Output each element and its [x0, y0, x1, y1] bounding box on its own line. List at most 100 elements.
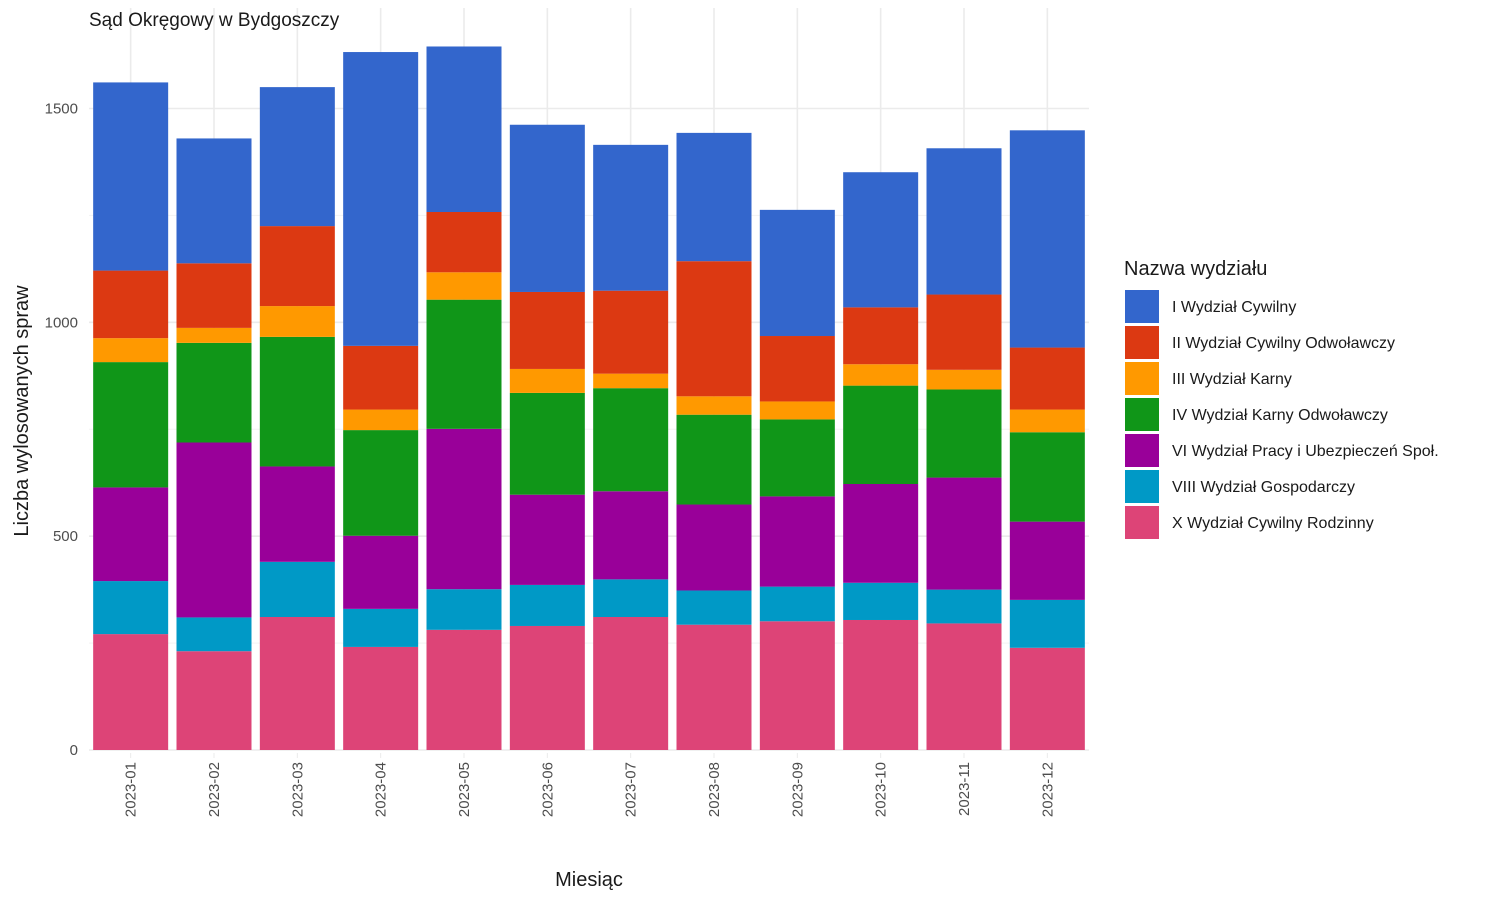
- bar-segment: [343, 608, 419, 647]
- chart-title: Sąd Okręgowy w Bydgoszczy: [89, 10, 340, 31]
- legend-swatch: [1125, 326, 1159, 359]
- bar-segment: [926, 294, 1002, 370]
- bar-segment: [343, 345, 419, 410]
- bar-segment: [426, 589, 502, 630]
- x-tick-label: 2023-12: [1039, 762, 1056, 817]
- legend: Nazwa wydziału I Wydział Cywilny II Wydzi…: [1124, 258, 1439, 539]
- bar-stack-2023-10: [843, 172, 919, 750]
- bar-segment: [93, 82, 169, 271]
- bar-stack-2023-09: [759, 209, 835, 750]
- bar-segment: [759, 336, 835, 402]
- legend-item: VI Wydział Pracy i Ubezpieczeń Społ.: [1125, 434, 1439, 467]
- x-axis-ticks: 2023-01 2023-02 2023-03 2023-04 2023-05 2023-…: [123, 753, 1056, 817]
- bar-segment: [343, 409, 419, 431]
- y-axis-title: Liczba wylosowanych spraw: [11, 285, 33, 537]
- bar-segment: [426, 46, 502, 212]
- y-tick-label: 0: [70, 742, 78, 759]
- bar-segment: [259, 87, 335, 227]
- bar-segment: [176, 342, 252, 443]
- bar-segment: [676, 414, 752, 505]
- legend-swatch: [1125, 470, 1159, 503]
- bar-segment: [593, 388, 669, 492]
- legend-label: IV Wydział Karny Odwoławczy: [1172, 407, 1388, 424]
- bar-segment: [1009, 647, 1085, 750]
- bar-segment: [759, 621, 835, 750]
- bar-segment: [676, 590, 752, 625]
- bar-stack-2023-12: [1009, 130, 1085, 750]
- bar-segment: [509, 124, 585, 292]
- bar-segment: [759, 209, 835, 337]
- legend-item: VIII Wydział Gospodarczy: [1125, 470, 1355, 503]
- bar-segment: [93, 362, 169, 488]
- bar-segment: [509, 368, 585, 393]
- bar-segment: [1009, 409, 1085, 433]
- bar-segment: [759, 496, 835, 587]
- legend-label: VIII Wydział Gospodarczy: [1172, 479, 1355, 496]
- bar-segment: [426, 428, 502, 590]
- bar-segment: [1009, 130, 1085, 348]
- legend-swatch: [1125, 362, 1159, 395]
- x-tick-label: 2023-10: [873, 762, 890, 817]
- bar-segment: [843, 385, 919, 484]
- bar-segment: [1009, 432, 1085, 522]
- legend-swatch: [1125, 398, 1159, 431]
- legend-label: VI Wydział Pracy i Ubezpieczeń Społ.: [1172, 443, 1439, 460]
- bar-segment: [176, 138, 252, 264]
- legend-item: I Wydział Cywilny: [1125, 290, 1296, 323]
- bar-segment: [426, 211, 502, 273]
- bar-segment: [1009, 347, 1085, 410]
- bar-segment: [593, 491, 669, 580]
- bar-segment: [843, 483, 919, 583]
- bar-segment: [343, 430, 419, 536]
- bar-stack-2023-04: [343, 52, 419, 750]
- x-axis-title: Miesiąc: [555, 869, 623, 891]
- bar-segment: [343, 52, 419, 346]
- bar-segment: [593, 144, 669, 291]
- bar-segment: [843, 172, 919, 308]
- bar-segment: [509, 584, 585, 626]
- bar-segment: [676, 261, 752, 397]
- bar-segment: [426, 299, 502, 429]
- bar-segment: [93, 487, 169, 582]
- legend-label: II Wydział Cywilny Odwoławczy: [1172, 335, 1395, 352]
- x-tick-label: 2023-01: [123, 762, 140, 817]
- bar-segment: [259, 336, 335, 467]
- legend-label: I Wydział Cywilny: [1172, 299, 1296, 316]
- bar-segment: [759, 401, 835, 420]
- x-tick-label: 2023-05: [456, 762, 473, 817]
- bar-segment: [593, 579, 669, 617]
- bar-segment: [93, 270, 169, 339]
- bar-segment: [1009, 599, 1085, 648]
- bar-segment: [176, 651, 252, 750]
- y-tick-label: 500: [53, 528, 78, 545]
- bar-segment: [343, 535, 419, 609]
- bar-segment: [259, 226, 335, 307]
- bar-segment: [676, 132, 752, 262]
- bar-segment: [843, 582, 919, 620]
- bar-segment: [843, 619, 919, 750]
- bar-segment: [593, 290, 669, 374]
- bar-stack-2023-03: [259, 87, 335, 750]
- bar-segment: [426, 629, 502, 750]
- legend-item: III Wydział Karny: [1125, 362, 1292, 395]
- bar-stack-2023-01: [93, 82, 169, 750]
- bar-segment: [926, 148, 1002, 295]
- x-tick-label: 2023-03: [289, 762, 306, 817]
- bar-segment: [259, 561, 335, 617]
- bar-segment: [509, 494, 585, 585]
- bar-segment: [593, 373, 669, 389]
- bar-segment: [926, 477, 1002, 590]
- bar-segment: [259, 466, 335, 562]
- bars: [93, 46, 1085, 750]
- bar-segment: [926, 389, 1002, 478]
- bar-stack-2023-07: [593, 144, 669, 750]
- bar-stack-2023-08: [676, 132, 752, 750]
- bar-segment: [676, 396, 752, 415]
- legend-swatch: [1125, 506, 1159, 539]
- legend-label: III Wydział Karny: [1172, 371, 1292, 388]
- legend-title: Nazwa wydziału: [1124, 258, 1267, 280]
- bar-stack-2023-06: [509, 124, 585, 750]
- bar-segment: [593, 616, 669, 750]
- bar-segment: [676, 504, 752, 591]
